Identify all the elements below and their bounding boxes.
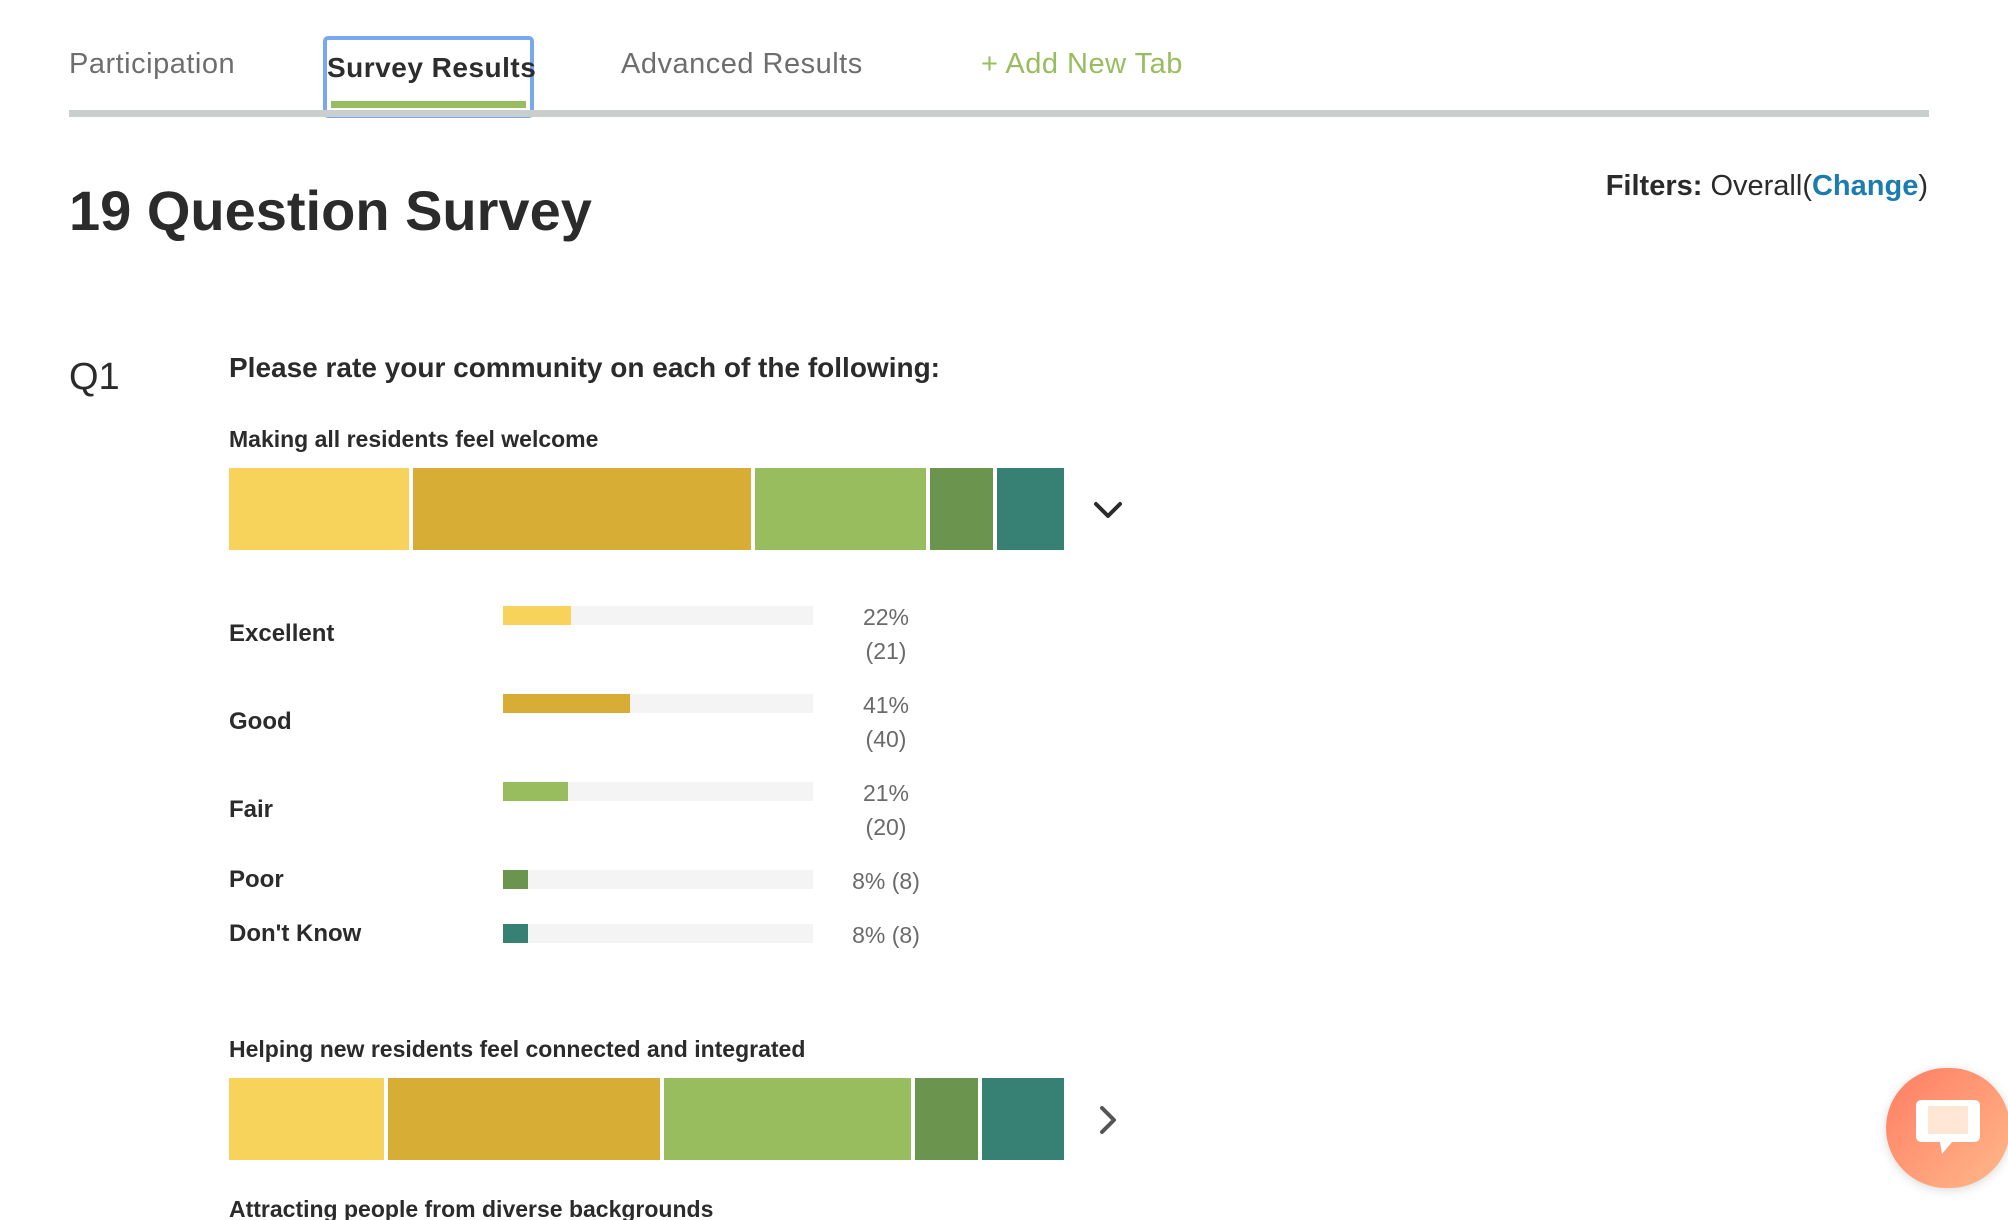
chevron-right-icon — [1100, 1106, 1116, 1134]
stacked-segment-excellent — [229, 1078, 388, 1160]
active-tab-indicator — [331, 101, 526, 108]
expand-toggle[interactable] — [1088, 490, 1128, 530]
tab-bar: Participation Survey Results Advanced Re… — [69, 0, 1929, 118]
change-filters-link[interactable]: Change — [1811, 170, 1919, 202]
response-count: (8) — [891, 922, 920, 948]
stacked-bar[interactable] — [229, 468, 1064, 550]
add-new-tab-button[interactable]: + Add New Tab — [981, 48, 1183, 80]
stacked-segment-poor — [930, 468, 997, 550]
tab-bar-divider — [69, 110, 1929, 117]
question-text: Please rate your community on each of th… — [229, 352, 941, 383]
stacked-segment-good — [388, 1078, 664, 1160]
response-bar-track — [503, 870, 813, 889]
stacked-segment-good — [413, 468, 755, 550]
expand-toggle[interactable] — [1088, 1100, 1128, 1140]
response-value: 8% (8) — [806, 918, 966, 952]
response-value: 41% (40) — [806, 688, 966, 756]
response-percent: 41% — [862, 692, 910, 718]
response-percent: 22% — [862, 604, 910, 630]
filters-paren-open: ( — [1802, 170, 1812, 202]
response-bar-track — [503, 924, 813, 943]
response-bar-fill — [503, 782, 569, 801]
tab-advanced-results[interactable]: Advanced Results — [621, 48, 863, 80]
stacked-bar[interactable] — [229, 1078, 1064, 1160]
page-title: 19 Question Survey — [69, 179, 592, 242]
filters-label: Filters: — [1605, 170, 1703, 202]
response-percent: 8% — [852, 922, 886, 948]
response-label: Good — [229, 708, 292, 735]
response-bar-fill — [503, 870, 528, 889]
stacked-segment-fair — [664, 1078, 915, 1160]
response-label: Poor — [229, 866, 284, 893]
question-number: Q1 — [69, 356, 120, 398]
response-count: (21) — [865, 638, 907, 664]
response-label: Fair — [229, 796, 274, 823]
item-label: Helping new residents feel connected and… — [229, 1036, 806, 1062]
response-count: (20) — [865, 814, 907, 840]
response-bar-fill — [503, 606, 572, 625]
response-percent: 21% — [862, 780, 910, 806]
stacked-segment-dont-know — [997, 468, 1064, 550]
response-bar-track — [503, 694, 813, 713]
response-label: Don't Know — [229, 920, 362, 947]
filters-value: Overall — [1710, 170, 1803, 202]
response-value: 22% (21) — [806, 600, 966, 668]
response-bar-fill — [503, 924, 528, 943]
response-value: 8% (8) — [806, 864, 966, 898]
response-percent: 8% — [852, 868, 886, 894]
stacked-segment-poor — [915, 1078, 982, 1160]
filters-summary: Filters: Overall(Change) — [1606, 170, 1928, 203]
response-bar-track — [503, 606, 813, 625]
response-value: 21% (20) — [806, 776, 966, 844]
stacked-segment-fair — [755, 468, 930, 550]
tab-survey-results[interactable]: Survey Results — [323, 36, 537, 118]
tab-participation[interactable]: Participation — [69, 48, 236, 80]
item-label: Making all residents feel welcome — [229, 426, 599, 452]
stacked-segment-excellent — [229, 468, 413, 550]
response-count: (8) — [891, 868, 920, 894]
response-label: Excellent — [229, 620, 335, 647]
item-label: Attracting people from diverse backgroun… — [229, 1196, 714, 1220]
filters-paren-close: ) — [1918, 170, 1928, 202]
tab-survey-results-label: Survey Results — [327, 52, 537, 83]
stacked-segment-dont-know — [982, 1078, 1064, 1160]
response-bar-fill — [503, 694, 631, 713]
response-count: (40) — [865, 726, 907, 752]
response-bar-track — [503, 782, 813, 801]
chat-bubble-icon — [1916, 1100, 1980, 1154]
chevron-down-icon — [1094, 502, 1122, 518]
chat-button[interactable] — [1886, 1068, 2008, 1188]
